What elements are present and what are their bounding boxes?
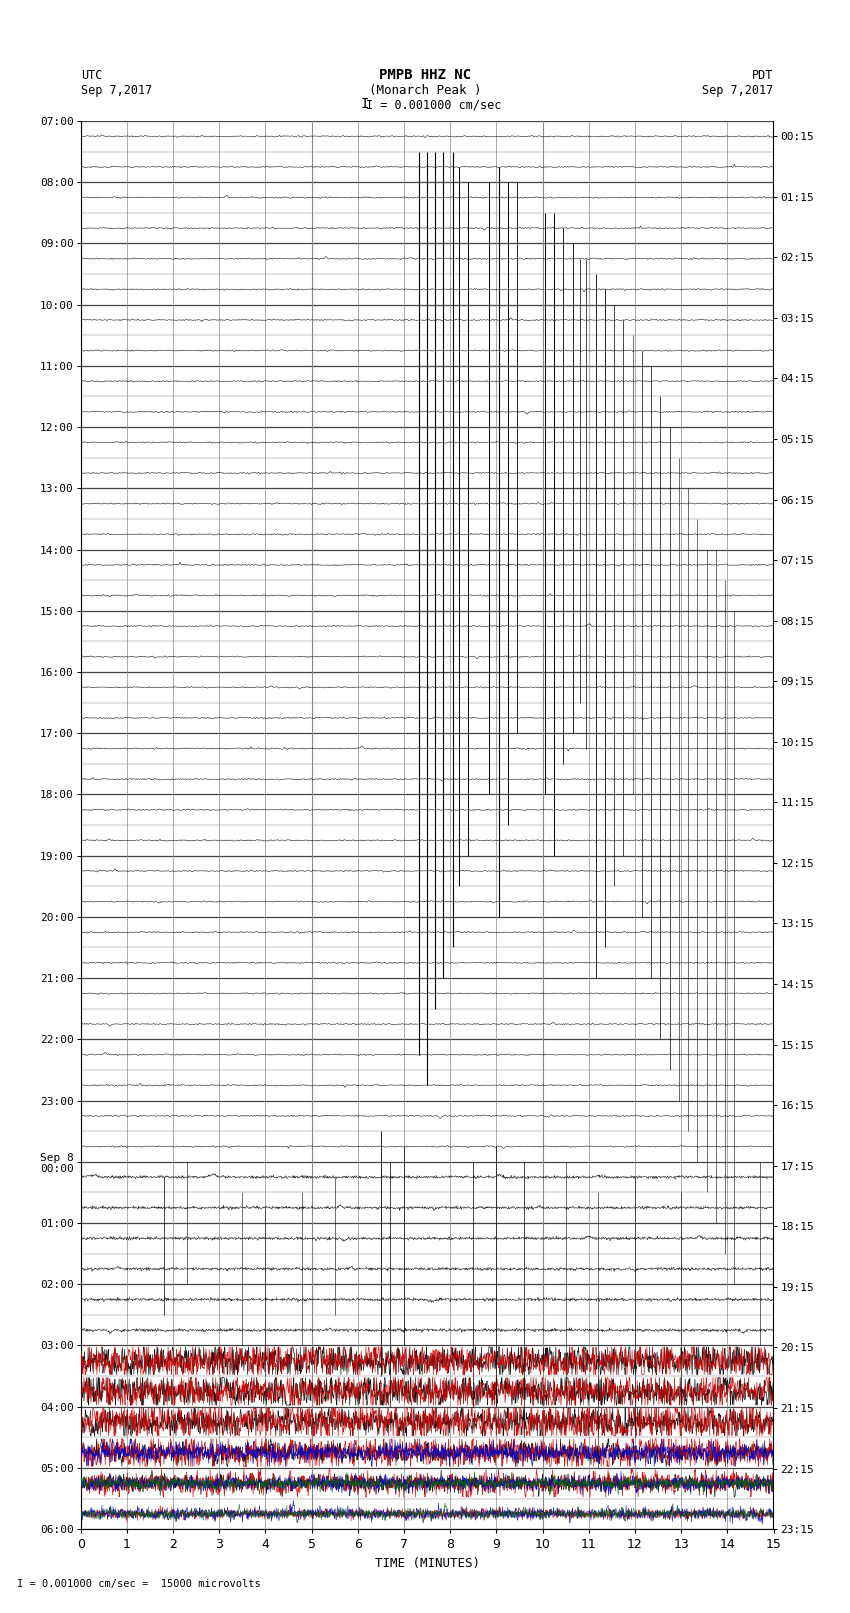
Text: (Monarch Peak ): (Monarch Peak ) (369, 84, 481, 97)
Text: PDT: PDT (752, 69, 774, 82)
Text: Sep 7,2017: Sep 7,2017 (702, 84, 774, 97)
Text: I: I (360, 97, 369, 111)
Text: PMPB HHZ NC: PMPB HHZ NC (379, 68, 471, 82)
Text: Sep 7,2017: Sep 7,2017 (81, 84, 152, 97)
Text: UTC: UTC (81, 69, 102, 82)
Text: I = 0.001000 cm/sec: I = 0.001000 cm/sec (366, 98, 501, 111)
Text: I = 0.001000 cm/sec =  15000 microvolts: I = 0.001000 cm/sec = 15000 microvolts (17, 1579, 261, 1589)
X-axis label: TIME (MINUTES): TIME (MINUTES) (375, 1557, 479, 1569)
